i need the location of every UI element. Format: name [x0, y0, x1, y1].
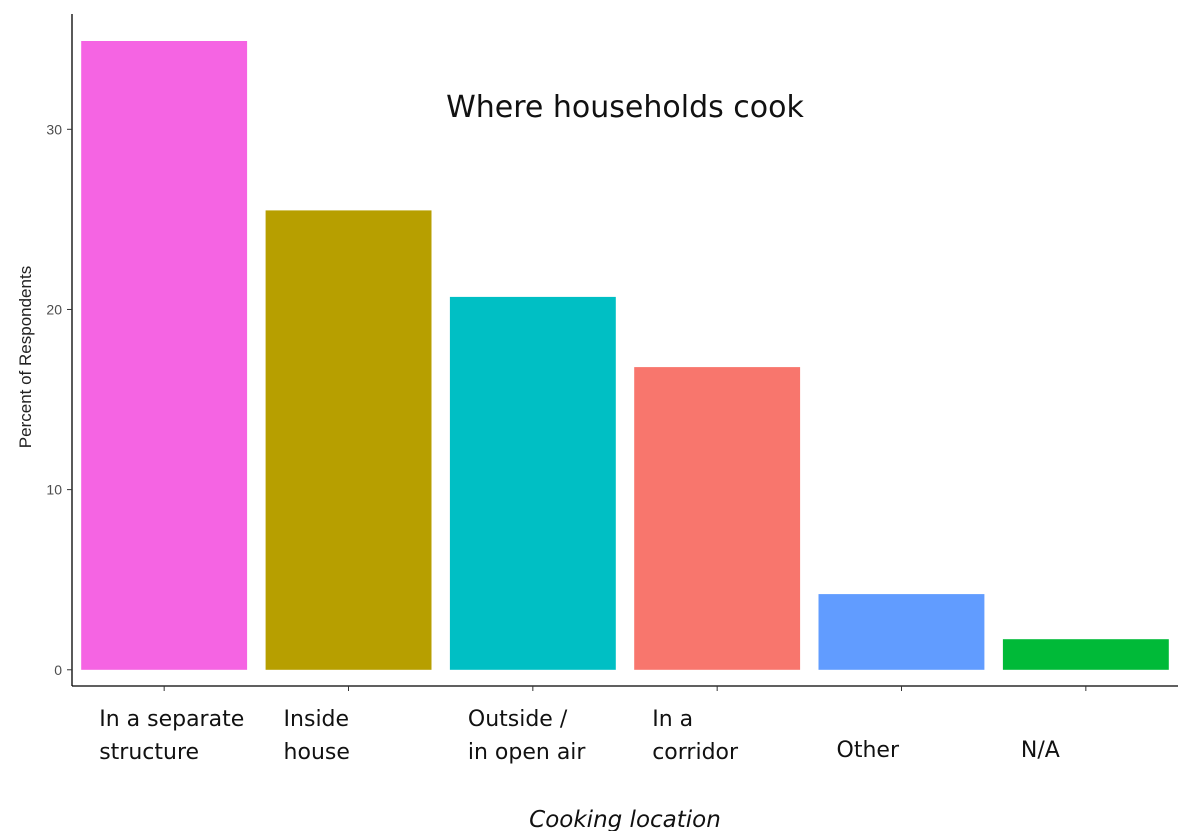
y-tick-label-3: 30 [46, 121, 62, 137]
x-tick-label-3: In a corridor [652, 707, 739, 765]
y-tick-label-0: 0 [54, 662, 62, 678]
bar-4 [818, 594, 985, 670]
bar-3 [634, 367, 801, 670]
x-tick-label-1: Inside house [284, 707, 350, 765]
y-tick-label-2: 20 [46, 301, 62, 317]
y-axis: 0 10 20 30 [46, 14, 73, 686]
x-tick-label-5: N/A [1021, 738, 1060, 763]
x-axis-label: Cooking location [529, 807, 721, 831]
chart-title: Where households cook [446, 90, 804, 125]
x-tick-label-2: Outside / in open air [468, 707, 587, 765]
x-tick-label-0: In a separate structure [99, 707, 244, 765]
bar-5 [1002, 639, 1169, 670]
y-axis-label: Percent of Respondents [16, 266, 35, 448]
bars-group [81, 41, 1169, 670]
bar-1 [265, 210, 432, 670]
bar-0 [81, 41, 248, 670]
x-axis: In a separate structure Inside house Outside… [72, 685, 1178, 765]
bar-2 [449, 296, 616, 670]
x-tick-label-4: Other [837, 738, 900, 763]
y-tick-label-1: 10 [46, 482, 62, 498]
